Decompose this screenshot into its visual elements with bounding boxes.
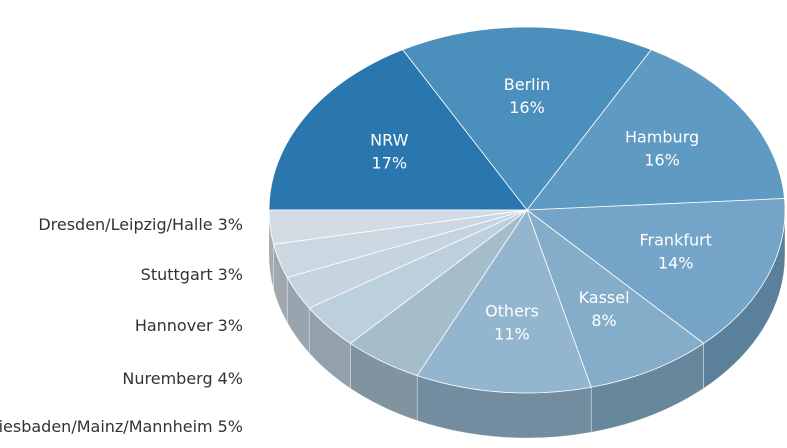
- slice-value-label: 8%: [591, 311, 616, 330]
- outside-label: Hannover 3%: [135, 316, 243, 335]
- outside-label: Stuttgart 3%: [141, 265, 243, 284]
- slice-value-label: 11%: [494, 324, 530, 343]
- pie-side-shade: [350, 343, 418, 421]
- outside-label-value: 3%: [218, 215, 243, 234]
- outside-label-name: Nuremberg: [122, 369, 212, 388]
- outside-label-value: 3%: [218, 265, 243, 284]
- pie-slice: [402, 26, 652, 211]
- outside-label-value: 3%: [218, 316, 243, 335]
- slice-value-label: 14%: [658, 253, 694, 272]
- pie-slice: [526, 208, 705, 388]
- slice-label: NRW: [370, 131, 408, 150]
- slice-label: Hamburg: [625, 128, 699, 147]
- pie-slice: [416, 209, 592, 394]
- pie-side-shade: [591, 343, 704, 433]
- outside-label-name: Dresden/Leipzig/Halle: [38, 215, 212, 234]
- outside-label-value: 4%: [218, 369, 243, 388]
- pie-side-shade: [417, 375, 592, 438]
- pie-slice: [526, 49, 785, 211]
- outside-label: Wiesbaden/Mainz/Mannheim 5%: [0, 417, 243, 436]
- slice-value-label: 17%: [372, 154, 408, 173]
- slice-label: Frankfurt: [640, 230, 712, 249]
- outside-label-value: 5%: [218, 417, 243, 436]
- slice-value-label: 16%: [509, 98, 545, 117]
- pie-slice: [268, 49, 528, 211]
- pie-side-shade: [273, 244, 288, 323]
- outside-label-name: Hannover: [135, 316, 213, 335]
- pie-side-shade: [703, 210, 785, 389]
- pie-slice: [525, 198, 786, 344]
- outside-label: Nuremberg 4%: [122, 369, 243, 388]
- slice-value-label: 16%: [644, 151, 680, 170]
- outside-label-name: Wiesbaden/Mainz/Mannheim: [0, 417, 213, 436]
- pie-slice: [268, 209, 528, 245]
- pie-side-shade: [309, 308, 351, 389]
- outside-label-name: Stuttgart: [141, 265, 213, 284]
- slice-label: Others: [485, 301, 539, 320]
- outside-label: Dresden/Leipzig/Halle 3%: [38, 215, 243, 234]
- pie-side-shade: [287, 277, 310, 354]
- slice-label: Berlin: [504, 75, 550, 94]
- slice-label: Kassel: [579, 288, 630, 307]
